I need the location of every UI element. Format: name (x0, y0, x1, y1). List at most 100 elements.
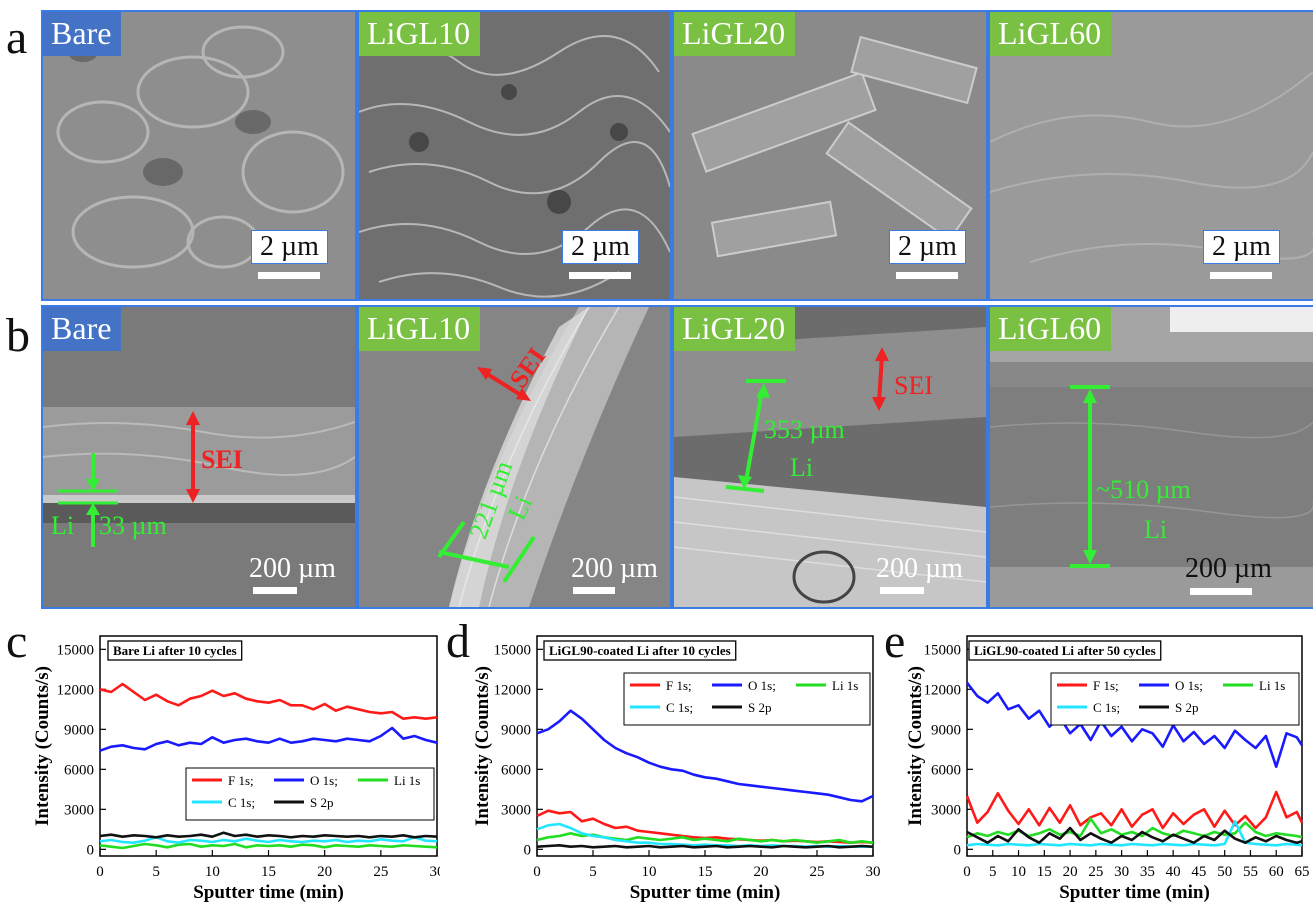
y-tick-label: 9000 (501, 722, 531, 738)
y-tick-label: 3000 (501, 802, 531, 818)
x-tick-label: 35 (1140, 864, 1155, 880)
x-tick-label: 65 (1295, 864, 1310, 880)
li-label: Li (51, 511, 75, 540)
legend-label: C 1s; (666, 700, 693, 715)
legend-label: F 1s; (228, 773, 254, 788)
chart-title-box (968, 640, 1162, 661)
series-line-o-1s (536, 709, 874, 803)
legend: F 1s; O 1s; Li 1s C 1s; S 2p (1050, 672, 1300, 726)
legend-label: Li 1s (1259, 678, 1285, 693)
y-tick-label: 12000 (924, 682, 962, 698)
panel-letter-a: a (6, 11, 28, 64)
panel-letter-e: e (884, 615, 906, 668)
tile-label: Bare (43, 307, 122, 352)
y-tick-label: 3000 (64, 802, 94, 818)
legend-label: C 1s; (1093, 700, 1120, 715)
row-a-micrographs: Bare 2 µm LiGL10 2 µm LiGL20 (41, 10, 1313, 301)
sei-label: SEI (201, 445, 243, 474)
x-tick-label: 25 (1088, 864, 1103, 880)
legend-box (623, 672, 871, 726)
tile-a-ligl20: LiGL20 2 µm (674, 12, 986, 299)
legend-label: O 1s; (310, 773, 338, 788)
legend-label: Li 1s (832, 678, 858, 693)
scale-label: 200 µm (1185, 553, 1272, 584)
thickness-arrows (437, 367, 536, 584)
sem-image-ligl10-cross-section (359, 307, 670, 607)
thickness-label: ~510 µm (1096, 475, 1191, 504)
tile-a-ligl60: LiGL60 2 µm (990, 12, 1313, 299)
thickness-arrows (1070, 385, 1110, 568)
legend-label: O 1s; (1175, 678, 1203, 693)
sem-image-ligl20-cross-section (674, 307, 986, 607)
scale-label: 2 µm (889, 230, 966, 265)
scale-label: 200 µm (571, 553, 658, 584)
tile-label: Bare (43, 12, 122, 57)
x-tick-label: 20 (1063, 864, 1078, 880)
y-tick-label: 6000 (931, 762, 961, 778)
y-axis-label: Intensity (Counts/s) (32, 666, 53, 826)
sei-label: SEI (894, 371, 933, 400)
x-tick-label: 5 (589, 864, 597, 880)
panel-letter-d: d (446, 615, 470, 668)
x-tick-label: 20 (317, 864, 332, 880)
legend-label: F 1s; (1093, 678, 1119, 693)
x-tick-label: 50 (1217, 864, 1232, 880)
chart-c-bare-li: 0 3000 6000 9000 12000 15000 0 5 10 15 20 25 30 Sputt… (32, 635, 440, 903)
sem-image-ligl60-cross-section (990, 307, 1313, 607)
legend-label: S 2p (310, 795, 333, 810)
scale-bar (1210, 272, 1272, 279)
thickness-label: 33 µm (99, 511, 167, 540)
x-tick-label: 30 (866, 864, 881, 880)
series-line-s-2p (966, 826, 1303, 844)
x-tick-label: 60 (1269, 864, 1284, 880)
x-tick-label: 0 (96, 864, 104, 880)
tile-b-ligl60: LiGL60 ~510 µm Li 200 µm (990, 307, 1313, 607)
thickness-arrows (725, 347, 889, 493)
y-tick-label: 12000 (57, 682, 95, 698)
x-tick-label: 15 (698, 864, 713, 880)
legend-box (185, 767, 435, 821)
x-tick-label: 25 (810, 864, 825, 880)
legend-label: C 1s; (228, 795, 255, 810)
x-tick-label: 25 (373, 864, 388, 880)
scale-bar (569, 272, 631, 279)
li-label: Li (790, 453, 814, 482)
y-tick-label: 6000 (501, 762, 531, 778)
x-tick-label: 45 (1191, 864, 1206, 880)
series-line-f-1s (965, 790, 1304, 830)
tile-b-bare: Bare SEI Li 33 µm 200 µm (43, 307, 355, 607)
y-tick-label: 9000 (931, 722, 961, 738)
y-tick-label: 15000 (57, 642, 95, 658)
y-tick-label: 15000 (924, 642, 962, 658)
scale-label: 200 µm (249, 553, 336, 584)
x-tick-label: 55 (1243, 864, 1258, 880)
tile-label: LiGL10 (359, 12, 481, 57)
x-axis-label: Sputter time (min) (1059, 882, 1210, 903)
thickness-arrows (58, 411, 200, 547)
chart-d-ligl90-10-cycles: 0 3000 6000 9000 12000 15000 0 5 10 15 20 25 30 Sputt… (472, 635, 881, 903)
x-tick-label: 40 (1166, 864, 1181, 880)
y-tick-label: 0 (524, 842, 532, 858)
tile-label: LiGL10 (359, 307, 481, 352)
y-tick-label: 12000 (494, 682, 532, 698)
y-tick-label: 0 (954, 842, 962, 858)
x-tick-label: 30 (1114, 864, 1129, 880)
y-tick-label: 0 (87, 842, 95, 858)
legend-label: S 2p (748, 700, 771, 715)
tile-label: LiGL20 (674, 12, 796, 57)
series-line-s-2p (536, 844, 874, 849)
tile-a-bare: Bare 2 µm (43, 12, 355, 299)
legend-label: S 2p (1175, 700, 1198, 715)
x-tick-label: 15 (261, 864, 276, 880)
row-b-cross-sections: Bare SEI Li 33 µm 200 µm LiGL10 (41, 305, 1313, 609)
series-line-f-1s (99, 682, 438, 720)
y-tick-label: 6000 (64, 762, 94, 778)
legend-label: O 1s; (748, 678, 776, 693)
scale-label: 2 µm (562, 230, 639, 265)
sem-image-bare-cross-section (43, 307, 355, 607)
legend: F 1s; O 1s; Li 1s C 1s; S 2p (185, 767, 435, 821)
series-line-s-2p (99, 831, 438, 839)
y-tick-label: 9000 (64, 722, 94, 738)
legend: F 1s; O 1s; Li 1s C 1s; S 2p (623, 672, 871, 726)
chart-title: LiGL90-coated Li after 50 cycles (974, 643, 1156, 658)
